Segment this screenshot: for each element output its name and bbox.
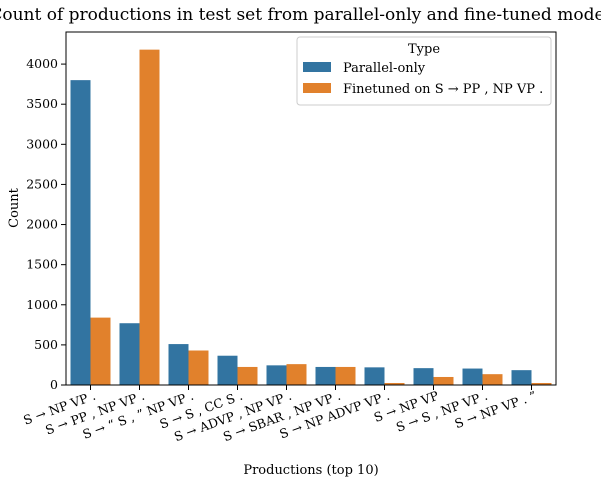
legend-item-label: Finetuned on S → PP , NP VP .	[343, 82, 543, 97]
bar-parallel-only	[462, 368, 483, 385]
y-axis: 0 500 1000 1500 2000 2500 3000 3500 4000	[26, 56, 66, 392]
legend: Type Parallel-only Finetuned on S → PP , N…	[296, 36, 552, 106]
legend-swatch	[303, 83, 331, 93]
bar-parallel-only	[70, 80, 91, 386]
legend-box	[296, 36, 552, 106]
bars	[70, 49, 552, 386]
x-axis-label: Productions (top 10)	[243, 463, 378, 478]
y-axis-label: Count	[7, 187, 22, 228]
bar-finetuned	[335, 366, 356, 385]
bar-finetuned	[384, 382, 405, 385]
plot-frame	[65, 31, 557, 386]
bar-parallel-only	[217, 355, 238, 385]
y-tick-label: 500	[34, 337, 58, 352]
y-tick-label: 1500	[26, 257, 58, 272]
y-tick-label: 3500	[26, 96, 58, 111]
chart-title: Count of productions in test set from pa…	[0, 5, 601, 25]
bar-finetuned	[531, 382, 552, 385]
x-axis: S → NP VP .S → PP , NP VP .S → “ S , ” N…	[21, 385, 539, 444]
bar-parallel-only	[315, 366, 336, 385]
legend-title: Type	[408, 42, 440, 57]
y-tick-label: 1000	[26, 297, 58, 312]
bar-finetuned	[139, 49, 160, 386]
y-tick-label: 2000	[26, 217, 58, 232]
bar-finetuned	[188, 350, 209, 385]
y-tick-label: 4000	[26, 56, 58, 71]
bar-finetuned	[237, 366, 258, 385]
bar-parallel-only	[511, 370, 532, 385]
bar-finetuned	[286, 364, 307, 385]
y-tick-label: 3000	[26, 136, 58, 151]
bar-finetuned	[482, 374, 503, 385]
bar-parallel-only	[364, 367, 385, 385]
y-tick-label: 2500	[26, 176, 58, 191]
legend-swatch	[303, 62, 331, 72]
bar-parallel-only	[119, 323, 140, 385]
bar-finetuned	[90, 317, 111, 385]
bar-parallel-only	[413, 368, 434, 385]
bar-finetuned	[433, 376, 454, 385]
bar-parallel-only	[266, 365, 287, 385]
bar-parallel-only	[168, 344, 189, 385]
legend-item-label: Parallel-only	[343, 61, 426, 76]
y-tick-label: 0	[50, 377, 58, 392]
